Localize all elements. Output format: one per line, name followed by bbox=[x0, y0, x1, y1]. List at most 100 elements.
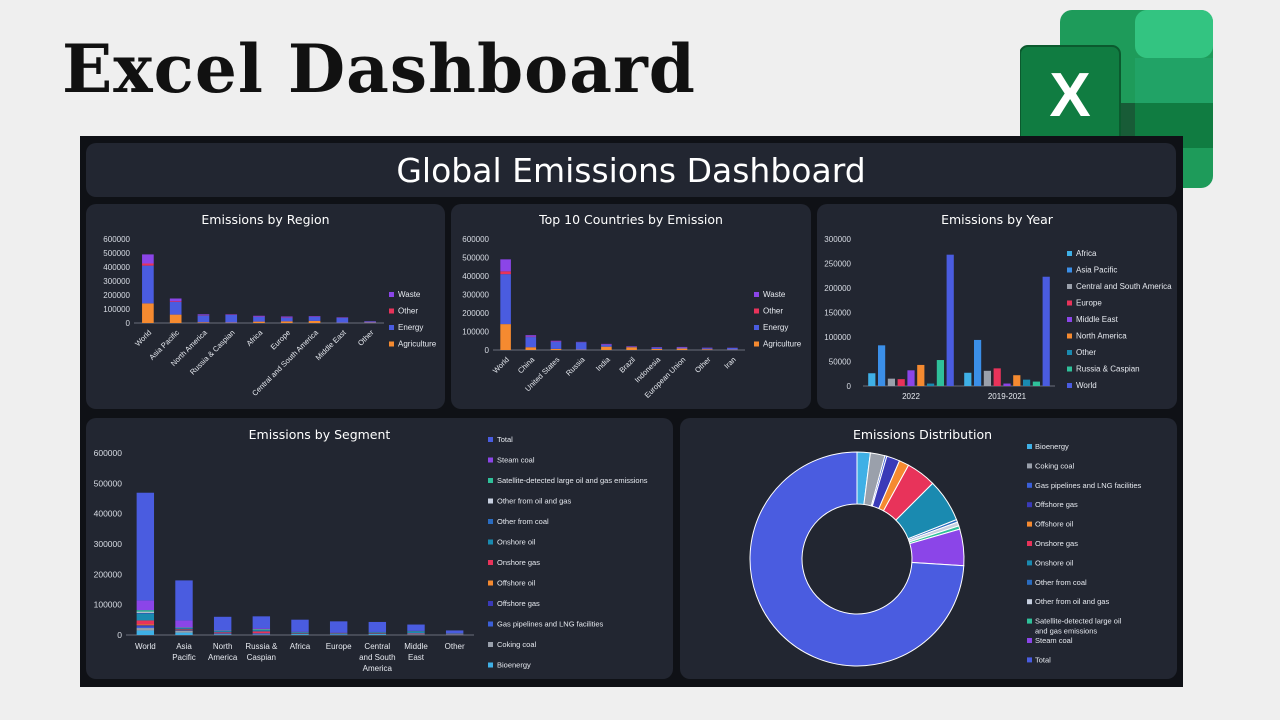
region-bar-africa-agriculture[interactable] bbox=[253, 321, 265, 323]
segment-bar-central-and-south-america-total[interactable] bbox=[368, 621, 387, 632]
segment-bar-world-satellite-detected-large-oil-and-gas-emissions[interactable] bbox=[136, 610, 155, 612]
segment-bar-north-america-onshore-oil[interactable] bbox=[213, 631, 232, 633]
countries-bar-world-other[interactable] bbox=[500, 271, 511, 275]
countries-bar-other-energy[interactable] bbox=[701, 348, 713, 350]
segment-bar-middle-east-onshore-oil[interactable] bbox=[407, 631, 425, 634]
region-bar-other-energy[interactable] bbox=[364, 321, 376, 323]
countries-bar-india-agriculture[interactable] bbox=[601, 346, 612, 350]
segment-bar-other-total[interactable] bbox=[445, 630, 464, 634]
year-bar-2019-2021-asia-pacific[interactable] bbox=[974, 339, 982, 386]
segment-bar-north-america-total[interactable] bbox=[213, 616, 232, 631]
region-bar-europe-energy[interactable] bbox=[280, 317, 293, 322]
segment-bar-world-steam-coal[interactable] bbox=[136, 600, 155, 611]
region-chart-panel[interactable]: Emissions by Region 600000 500000 400000 30… bbox=[86, 204, 445, 409]
distribution-slice-total[interactable] bbox=[749, 451, 965, 667]
segment-bar-asia-pacific-total[interactable] bbox=[175, 580, 193, 621]
segment-bar-russia-and-caspian-satellite-detected-large-oil-and-gas-emissions[interactable] bbox=[252, 629, 271, 630]
segment-bar-asia-pacific-onshore-gas[interactable] bbox=[175, 629, 193, 630]
countries-chart-panel[interactable]: Top 10 Countries by Emission 600000 50000… bbox=[451, 204, 811, 409]
region-bar-africa-waste[interactable] bbox=[253, 315, 265, 317]
segment-bar-middle-east-onshore-gas[interactable] bbox=[407, 633, 425, 635]
year-bar-2019-2021-north-america[interactable] bbox=[1013, 375, 1021, 386]
region-bar-central-and-south-america-waste[interactable] bbox=[308, 316, 321, 317]
region-bar-world-waste[interactable] bbox=[142, 254, 154, 264]
segment-bar-world-other-from-oil-and-gas[interactable] bbox=[136, 611, 155, 613]
segment-bar-africa-total[interactable] bbox=[291, 619, 309, 632]
year-bar-2022-world[interactable] bbox=[946, 254, 954, 386]
region-bar-asia-pacific-waste[interactable] bbox=[169, 298, 182, 302]
segment-bar-north-america-bioenergy[interactable] bbox=[213, 634, 232, 635]
region-bar-africa-energy[interactable] bbox=[253, 316, 265, 322]
region-bar-central-and-south-america-agriculture[interactable] bbox=[308, 320, 321, 323]
countries-bar-indonesia-agriculture[interactable] bbox=[651, 348, 663, 350]
segment-bar-russia-and-caspian-gas-pipelines-and-lng-facilities[interactable] bbox=[252, 633, 271, 635]
segment-bar-russia-and-caspian-steam-coal[interactable] bbox=[252, 628, 271, 630]
year-bar-2019-2021-africa[interactable] bbox=[964, 372, 972, 386]
segment-bar-world-bioenergy[interactable] bbox=[136, 630, 155, 635]
region-bar-world-other[interactable] bbox=[142, 263, 154, 266]
countries-bar-china-energy[interactable] bbox=[525, 337, 537, 348]
region-bar-asia-pacific-energy[interactable] bbox=[169, 302, 182, 315]
region-bar-north-america-energy[interactable] bbox=[197, 315, 210, 323]
segment-bar-middle-east-total[interactable] bbox=[407, 624, 425, 631]
region-bar-world-agriculture[interactable] bbox=[142, 303, 154, 323]
segment-bar-europe-total[interactable] bbox=[329, 621, 348, 633]
region-bar-asia-pacific-agriculture[interactable] bbox=[169, 314, 182, 323]
segment-bar-africa-bioenergy[interactable] bbox=[291, 634, 309, 635]
segment-bar-asia-pacific-onshore-oil[interactable] bbox=[175, 628, 193, 630]
segment-bar-asia-pacific-coking-coal[interactable] bbox=[175, 630, 193, 633]
segment-bar-north-america-onshore-gas[interactable] bbox=[213, 632, 232, 634]
segment-bar-asia-pacific-bioenergy[interactable] bbox=[175, 632, 193, 635]
countries-bar-russia-energy[interactable] bbox=[575, 342, 587, 350]
countries-bar-world-energy[interactable] bbox=[500, 274, 511, 325]
countries-bar-brazil-agriculture[interactable] bbox=[626, 347, 637, 350]
segment-bar-asia-pacific-steam-coal[interactable] bbox=[175, 620, 193, 628]
segment-chart-panel[interactable]: Emissions by Segment 600000 500000 400000 3… bbox=[86, 418, 673, 679]
segment-bar-world-coking-coal[interactable] bbox=[136, 628, 155, 631]
year-chart-panel[interactable]: Emissions by Year 300000 250000 200000 1500… bbox=[817, 204, 1177, 409]
year-bar-2022-russia-and-caspian[interactable] bbox=[936, 360, 944, 386]
region-bar-asia-pacific-other[interactable] bbox=[169, 301, 182, 302]
segment-bar-world-total[interactable] bbox=[136, 492, 155, 601]
segment-bar-world-onshore-gas[interactable] bbox=[136, 620, 155, 625]
segment-bar-africa-onshore-oil[interactable] bbox=[291, 632, 309, 634]
segment-bar-world-onshore-oil[interactable] bbox=[136, 613, 155, 621]
year-bar-2019-2021-central-and-south-america[interactable] bbox=[983, 370, 991, 386]
segment-bar-europe-bioenergy[interactable] bbox=[329, 634, 348, 635]
year-bar-2022-asia-pacific[interactable] bbox=[878, 345, 886, 386]
segment-bar-central-and-south-america-onshore-oil[interactable] bbox=[368, 632, 387, 634]
region-bar-north-america-agriculture[interactable] bbox=[197, 322, 210, 323]
countries-bar-iran-energy[interactable] bbox=[727, 347, 738, 350]
segment-bar-russia-and-caspian-onshore-gas[interactable] bbox=[252, 631, 271, 634]
year-bar-2019-2021-world[interactable] bbox=[1042, 276, 1050, 386]
year-bar-2022-other[interactable] bbox=[927, 383, 935, 386]
countries-bar-india-waste[interactable] bbox=[601, 343, 612, 345]
countries-bar-india-energy[interactable] bbox=[601, 344, 612, 347]
region-bar-north-america-waste[interactable] bbox=[197, 314, 210, 316]
countries-bar-united-states-agriculture[interactable] bbox=[550, 348, 562, 350]
region-bar-central-and-south-america-energy[interactable] bbox=[308, 316, 321, 321]
segment-bar-russia-and-caspian-total[interactable] bbox=[252, 616, 271, 629]
countries-bar-brazil-waste[interactable] bbox=[626, 346, 637, 347]
year-bar-2019-2021-other[interactable] bbox=[1023, 379, 1031, 386]
segment-bar-world-other-from-coal[interactable] bbox=[136, 612, 155, 614]
countries-bar-united-states-energy[interactable] bbox=[550, 341, 562, 349]
year-bar-2019-2021-europe[interactable] bbox=[993, 368, 1001, 386]
countries-bar-european-union-waste[interactable] bbox=[676, 346, 688, 348]
segment-bar-world-gas-pipelines-and-lng-facilities[interactable] bbox=[136, 626, 155, 629]
region-bar-europe-waste[interactable] bbox=[280, 316, 293, 318]
segment-bar-russia-and-caspian-onshore-oil[interactable] bbox=[252, 630, 271, 632]
year-bar-2022-central-and-south-america[interactable] bbox=[887, 378, 895, 386]
distribution-chart-panel[interactable]: Emissions Distribution Bioenergy Coking c… bbox=[680, 418, 1177, 679]
year-bar-2019-2021-russia-and-caspian[interactable] bbox=[1032, 381, 1040, 386]
year-bar-2019-2021-middle-east[interactable] bbox=[1003, 383, 1011, 386]
region-bar-world-energy[interactable] bbox=[142, 265, 154, 304]
region-bar-europe-agriculture[interactable] bbox=[280, 321, 293, 323]
segment-bar-north-america-gas-pipelines-and-lng-facilities[interactable] bbox=[213, 633, 232, 635]
region-bar-russia-and-caspian-energy[interactable] bbox=[225, 314, 238, 323]
countries-bar-united-states-waste[interactable] bbox=[550, 340, 562, 342]
year-bar-2022-africa[interactable] bbox=[868, 373, 876, 386]
countries-bar-european-union-agriculture[interactable] bbox=[676, 348, 688, 350]
countries-bar-china-agriculture[interactable] bbox=[525, 347, 537, 350]
year-bar-2022-north-america[interactable] bbox=[917, 364, 925, 386]
